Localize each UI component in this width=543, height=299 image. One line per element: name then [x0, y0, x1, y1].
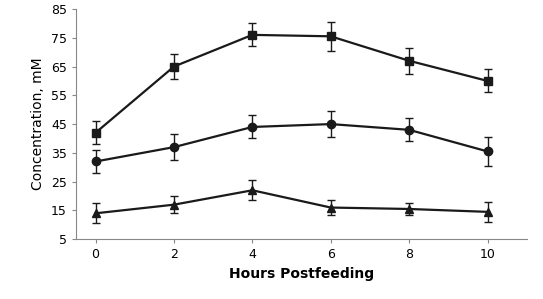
Y-axis label: Concentration, mM: Concentration, mM	[31, 58, 46, 190]
X-axis label: Hours Postfeeding: Hours Postfeeding	[229, 267, 374, 281]
